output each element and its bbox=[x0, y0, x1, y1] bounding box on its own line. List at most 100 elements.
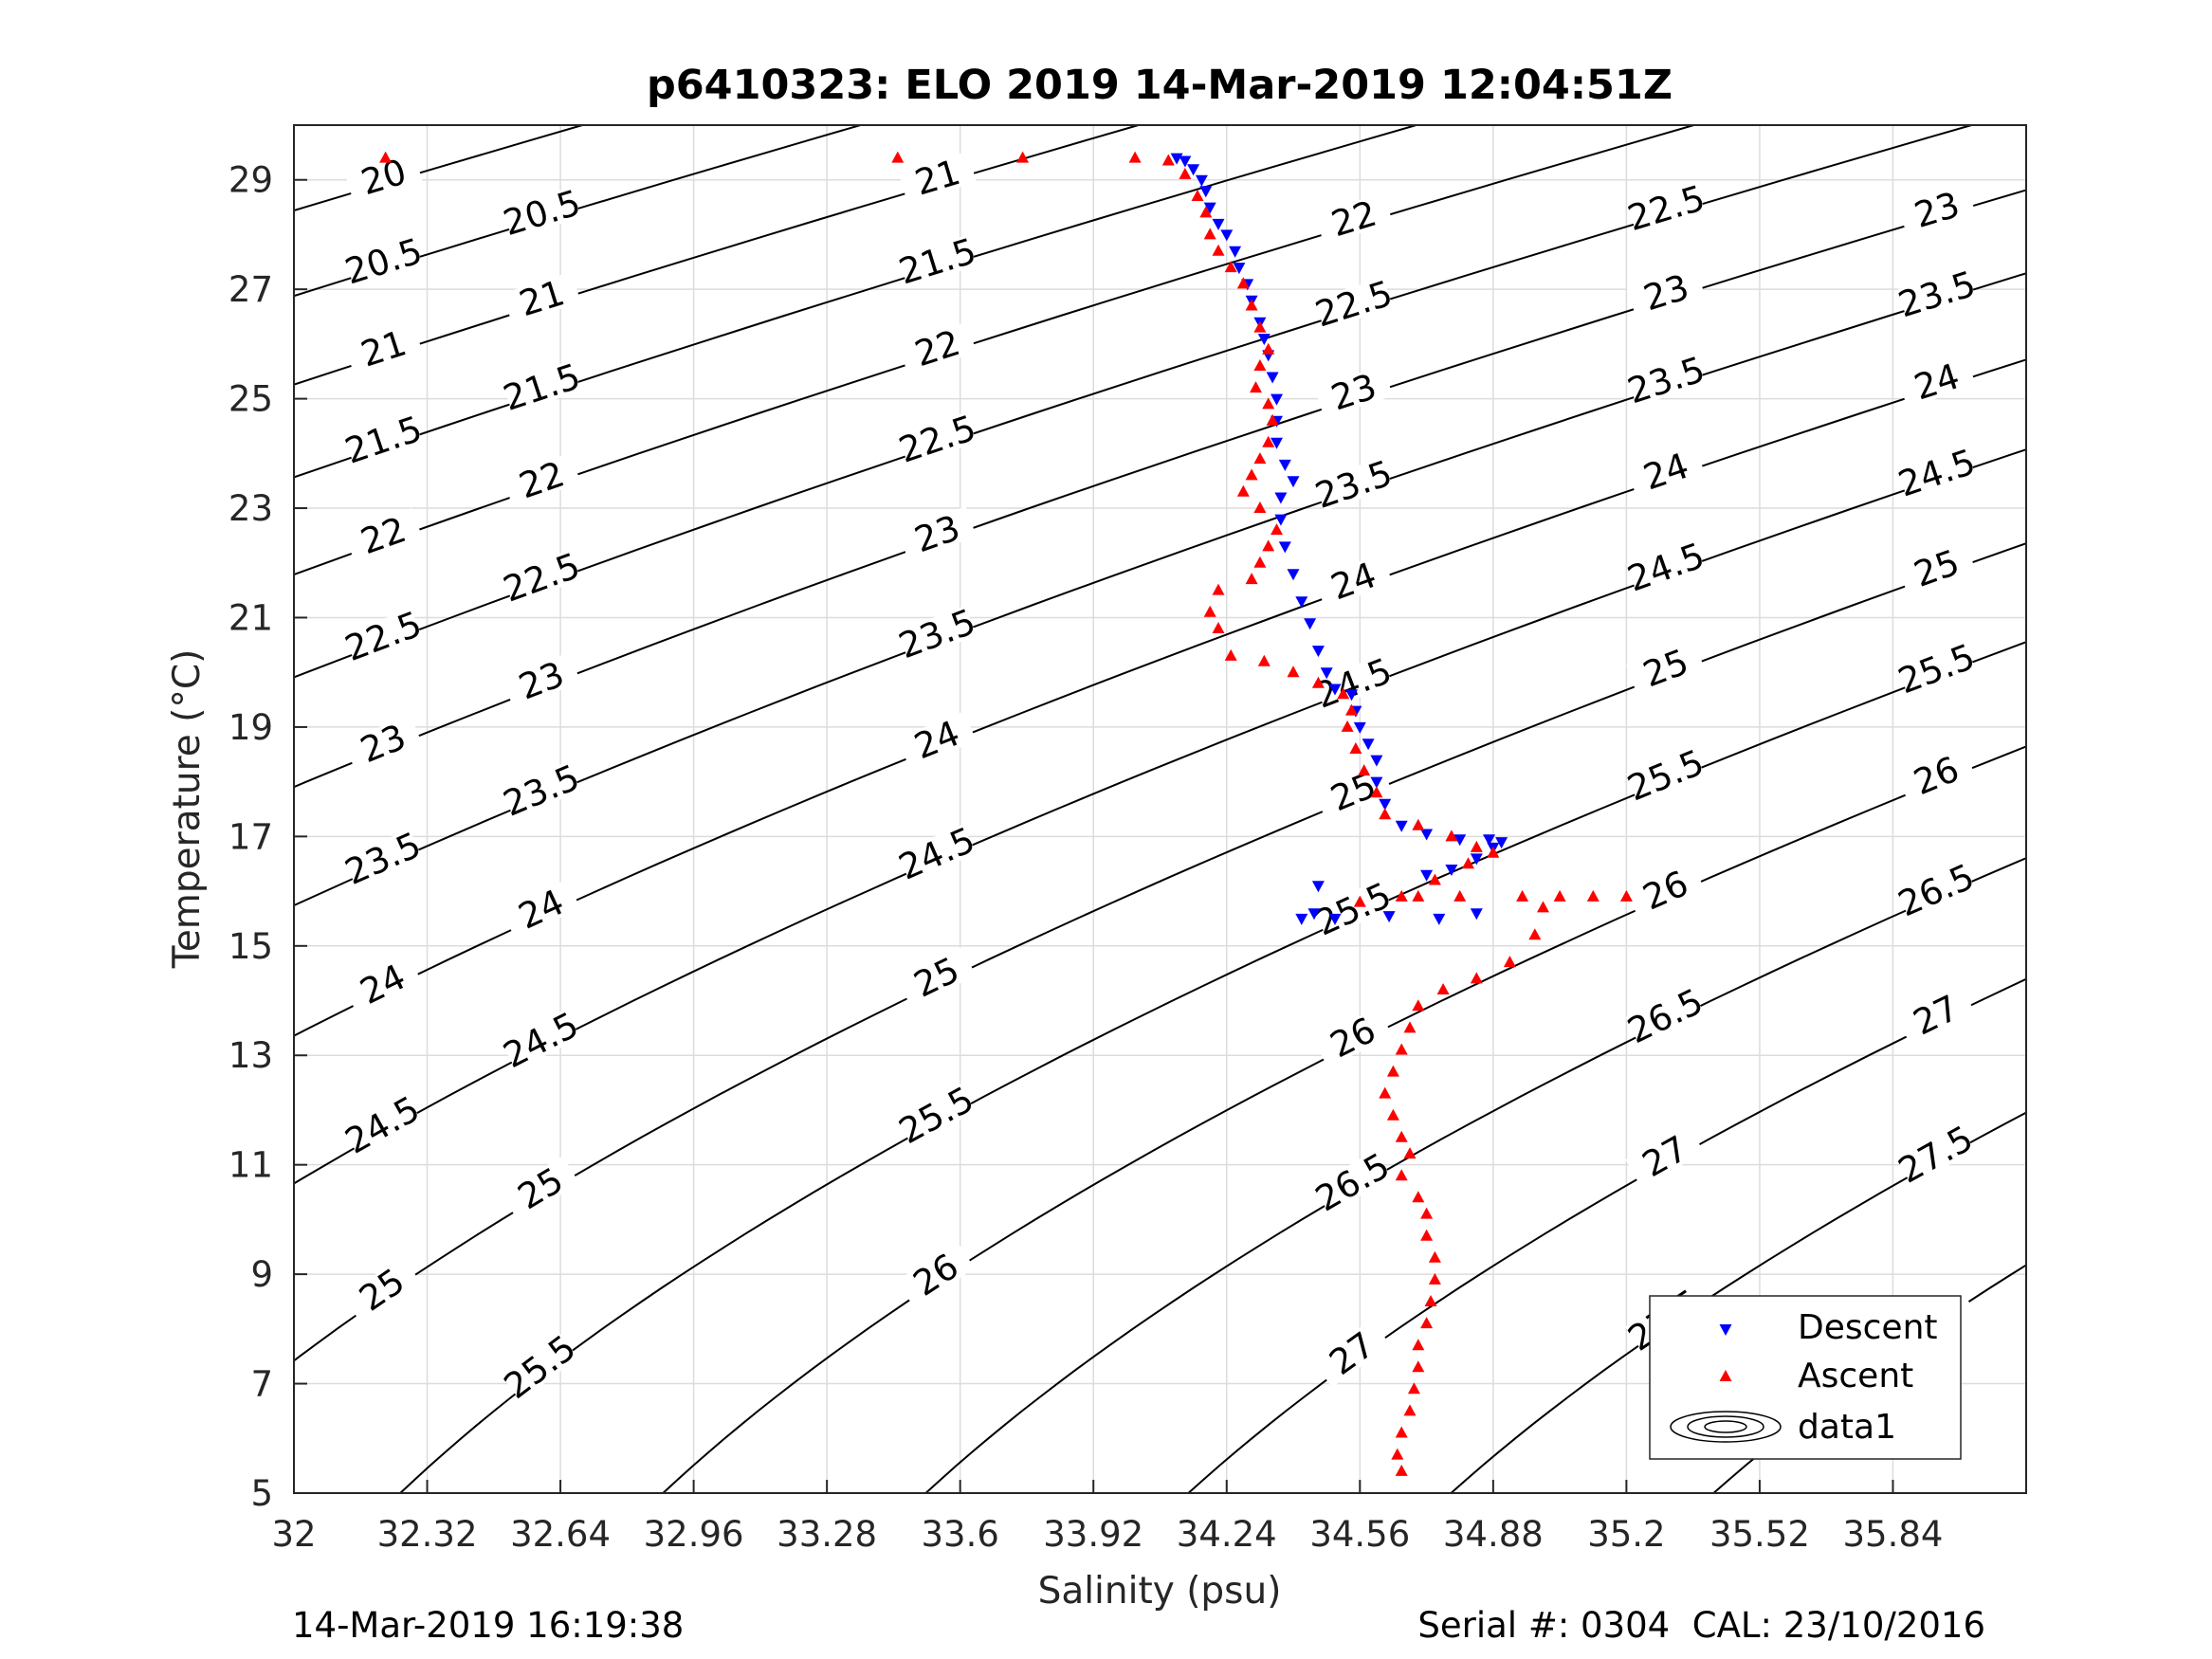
contour-line bbox=[294, 125, 1420, 479]
x-tick-label: 35.52 bbox=[1709, 1514, 1810, 1555]
y-tick-label: 15 bbox=[229, 926, 273, 967]
contour-label-bg bbox=[1314, 277, 1394, 330]
legend-ascent-label: Ascent bbox=[1798, 1357, 1913, 1395]
contour-label-bg bbox=[897, 946, 977, 1008]
y-tick-label: 25 bbox=[229, 379, 273, 420]
x-tick-label: 33.6 bbox=[921, 1514, 998, 1555]
x-tick-label: 33.28 bbox=[777, 1514, 877, 1555]
contour-label-bg bbox=[503, 271, 581, 324]
contour-line bbox=[294, 358, 2026, 1037]
contour-label-bg bbox=[1895, 1122, 1975, 1186]
contour-label-bg bbox=[501, 1009, 580, 1071]
x-axis: 32 32.32 32.64 32.96 33.28 33.6 33.92 34.24 34.5… bbox=[271, 1480, 1943, 1555]
contour-label-bg bbox=[342, 953, 423, 1014]
contour-label-bg bbox=[343, 714, 423, 772]
contour-label-bg bbox=[1625, 985, 1705, 1047]
contour-label-bg bbox=[502, 761, 581, 819]
chart-title: p6410323: ELO 2019 14-Mar-2019 12:04:51Z bbox=[647, 62, 1673, 109]
contour-label-bg bbox=[503, 186, 581, 239]
contour-line bbox=[1186, 977, 2026, 1493]
x-tick-label: 32.32 bbox=[377, 1514, 478, 1555]
contour-label-bg bbox=[1627, 181, 1706, 234]
x-tick-label: 35.2 bbox=[1587, 1514, 1665, 1555]
x-tick-label: 32.64 bbox=[510, 1514, 611, 1555]
contour-label-bg bbox=[342, 1092, 422, 1157]
contour-label-bg bbox=[1896, 640, 1976, 697]
y-tick-label: 9 bbox=[250, 1254, 273, 1295]
contour-line bbox=[294, 189, 2026, 789]
contour-label-bg bbox=[502, 549, 581, 605]
y-tick-label: 7 bbox=[250, 1364, 273, 1405]
contour-label-bg bbox=[502, 452, 581, 507]
contour-label-bg bbox=[1896, 984, 1976, 1046]
contour-label-bg bbox=[897, 506, 977, 561]
x-tick-label: 32 bbox=[271, 1514, 316, 1555]
contour-label-bg bbox=[897, 605, 977, 662]
contour-label-bg bbox=[343, 507, 423, 563]
x-axis-label: Salinity (psu) bbox=[1038, 1570, 1282, 1613]
contour-label-bg bbox=[1313, 553, 1394, 609]
contour-label-bg bbox=[896, 1083, 976, 1147]
contour-label-bg bbox=[1312, 1149, 1392, 1214]
y-tick-label: 5 bbox=[250, 1473, 273, 1514]
contour-label-bg bbox=[1896, 746, 1976, 804]
contour-label-bg bbox=[1626, 265, 1706, 319]
contour-label-bg bbox=[342, 1255, 421, 1323]
contour-label-bg bbox=[1626, 746, 1706, 804]
legend-contour-icon bbox=[1670, 1411, 1782, 1443]
contour-line bbox=[294, 125, 1143, 386]
footer-timestamp: 14-Mar-2019 16:19:38 bbox=[292, 1605, 684, 1646]
contour-line bbox=[294, 448, 2026, 1185]
contour-label-bg bbox=[502, 651, 581, 709]
contour-label-bg bbox=[1896, 860, 1976, 920]
y-tick-label: 17 bbox=[229, 816, 273, 857]
contour-label-bg bbox=[1897, 183, 1977, 236]
contour-label-bg bbox=[1314, 365, 1394, 419]
contour-label-bg bbox=[898, 151, 977, 203]
contour-label-bg bbox=[344, 234, 423, 287]
contour-label-bg bbox=[501, 1156, 580, 1221]
contour-label-bg bbox=[897, 711, 977, 769]
contour-line bbox=[294, 125, 1698, 576]
y-tick-label: 29 bbox=[229, 160, 273, 201]
contour-line bbox=[398, 641, 2026, 1493]
y-tick-label: 27 bbox=[229, 269, 273, 310]
contour-label-bg bbox=[343, 412, 423, 467]
y-axis: 5 7 9 11 13 15 17 19 21 23 25 27 29 bbox=[229, 160, 307, 1514]
contour-line bbox=[661, 745, 2026, 1493]
contour-label-bg bbox=[1897, 267, 1977, 320]
x-tick-label: 32.96 bbox=[644, 1514, 744, 1555]
plot-area bbox=[294, 125, 2026, 1493]
contour-label-bg bbox=[1897, 446, 1977, 500]
footer-serial: Serial #: 0304 CAL: 23/10/2016 bbox=[1417, 1605, 1985, 1646]
contour-label-bg bbox=[1626, 444, 1706, 499]
x-tick-label: 33.92 bbox=[1043, 1514, 1143, 1555]
contour-label-bg bbox=[1313, 654, 1393, 711]
contour-label-bg bbox=[501, 1332, 578, 1402]
y-tick-label: 19 bbox=[229, 707, 273, 748]
contour-label-bg bbox=[343, 608, 423, 665]
x-tick-label: 34.24 bbox=[1177, 1514, 1277, 1555]
contour-label-bg bbox=[344, 321, 423, 375]
y-tick-label: 21 bbox=[229, 597, 273, 638]
contour-label-bg bbox=[898, 411, 977, 465]
contour-label-bg bbox=[1625, 1124, 1705, 1188]
legend: Descent Ascent data1 bbox=[1649, 1295, 1962, 1460]
contour-line bbox=[1711, 1264, 2026, 1493]
contour-label-bg bbox=[1313, 1006, 1393, 1068]
x-tick-label: 35.84 bbox=[1842, 1514, 1943, 1555]
contour-label-bg bbox=[501, 879, 581, 939]
plot-frame bbox=[293, 124, 2027, 1494]
contour-label-bg bbox=[1313, 879, 1393, 939]
contour-label-bg bbox=[1626, 539, 1706, 594]
contour-label-bg bbox=[1313, 1319, 1391, 1388]
contour-label-bg bbox=[896, 1241, 975, 1308]
y-tick-label: 11 bbox=[229, 1145, 273, 1186]
y-axis-label: Temperature (°C) bbox=[166, 649, 209, 970]
contour-label-bg bbox=[1314, 457, 1394, 512]
y-tick-label: 23 bbox=[229, 488, 273, 529]
contour-label-bg bbox=[1896, 540, 1976, 596]
contour-label-bg bbox=[1626, 353, 1706, 407]
contour-label-bg bbox=[344, 151, 423, 203]
